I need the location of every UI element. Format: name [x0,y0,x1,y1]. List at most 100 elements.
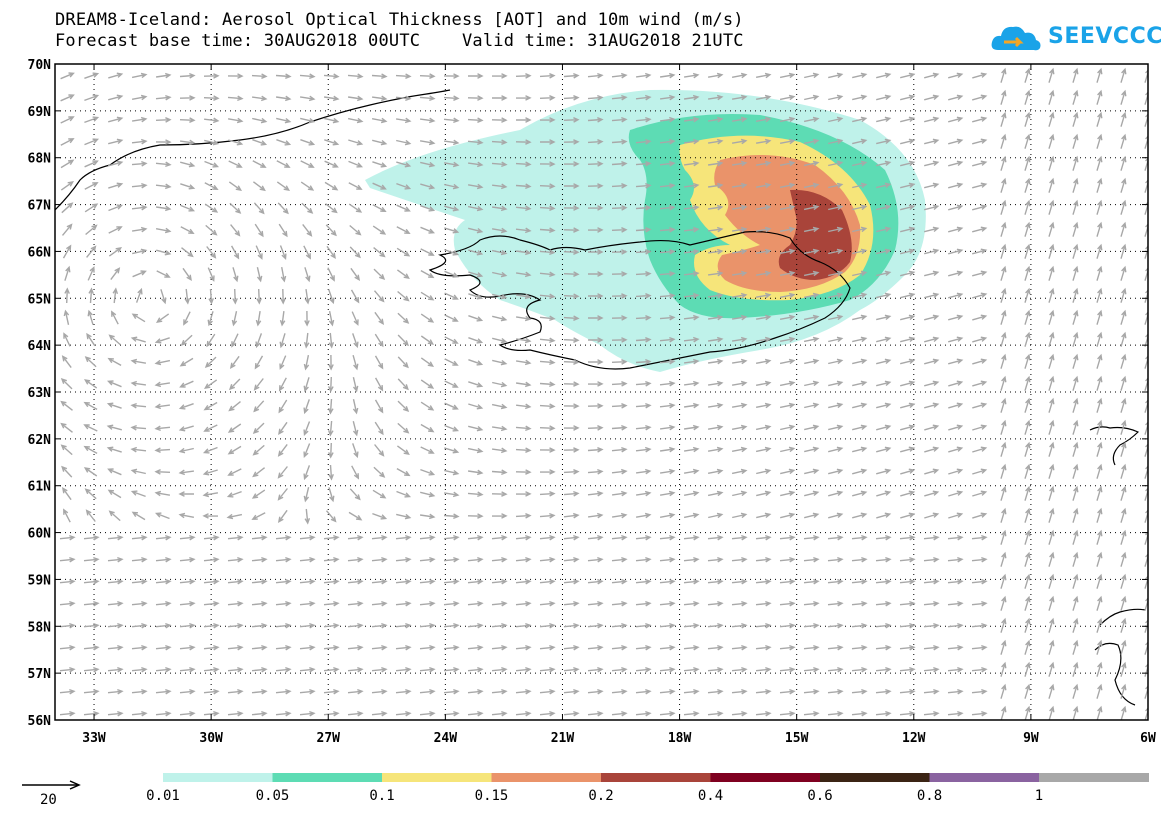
wind-arrow [611,578,628,585]
wind-arrow [515,205,532,212]
wind-arrow [1120,639,1127,655]
wind-arrow [444,270,459,278]
wind-arrow [1120,177,1127,193]
wind-arrow [611,72,628,79]
wind-arrow [347,117,364,124]
wind-arrow [1144,179,1148,193]
wind-arrow [852,116,868,123]
wind-arrow [443,161,460,168]
wind-arrow [84,94,100,102]
wind-arrow [300,181,315,191]
wind-arrow [395,534,412,541]
wind-arrow [611,271,628,277]
wind-arrow [659,490,676,497]
wind-arrow [251,556,268,563]
wind-arrow [731,578,748,585]
greenland-coastline [55,89,451,211]
wind-arrow [232,288,238,305]
wind-arrow [635,512,652,519]
wind-arrow [779,710,796,717]
wind-arrow [323,534,340,541]
wind-arrow [1144,597,1148,611]
wind-arrow [1096,111,1103,127]
wind-arrow [255,245,263,260]
wind-arrow [251,644,268,651]
wind-arrow [539,447,556,453]
wind-arrow [84,182,99,190]
wind-arrow [900,358,916,365]
wind-arrow [299,556,316,563]
wind-arrow [947,710,964,717]
wind-arrow [683,94,700,101]
wind-arrow [804,72,820,79]
wind-arrow [803,204,820,211]
wind-arrow [803,226,820,233]
wind-arrow [107,600,124,607]
wind-arrow [779,534,796,541]
wind-arrow [131,182,148,189]
wind-arrow [852,248,868,255]
wind-arrow [299,600,316,607]
wind-arrow [827,578,844,585]
wind-arrow [1096,221,1103,237]
wind-arrow [328,487,335,503]
wind-arrow [611,644,628,651]
wind-arrow [1120,529,1127,545]
wind-arrow [155,534,172,541]
wind-arrow [1000,89,1007,105]
wind-arrow [539,293,556,300]
wind-arrow [467,622,484,629]
wind-arrow [491,227,508,234]
wind-arrow [278,421,288,436]
wind-arrow [179,357,194,367]
wind-arrow [588,337,604,343]
wind-arrow [179,534,196,541]
wind-arrow [516,403,532,410]
wind-arrow [1072,265,1079,281]
wind-arrow [279,333,286,349]
wind-arrow [323,556,340,563]
lon-tick-label: 21W [551,731,575,746]
wind-arrow [923,578,940,585]
wind-arrow [227,73,244,79]
wind-arrow [828,358,844,365]
wind-arrow [659,710,676,717]
wind-arrow [1096,353,1103,369]
wind-arrow [83,600,100,607]
wind-arrow [611,138,628,145]
wind-arrow [707,710,724,717]
wind-arrow [515,666,532,673]
wind-arrow [300,139,316,146]
wind-arrow [611,249,628,255]
wind-arrow [948,248,964,255]
wind-arrow [255,310,262,327]
wind-arrow [1048,529,1055,545]
wind-arrow [755,138,772,145]
wind-arrow [852,512,868,519]
wind-arrow [395,73,412,79]
wind-arrow [731,94,748,101]
wind-arrow [684,358,700,365]
wind-arrow [1144,575,1148,589]
wind-arrow [731,644,748,651]
wind-arrow [324,160,339,168]
wind-arrow [1096,463,1103,479]
wind-arrow [155,117,172,123]
wind-arrow [683,688,700,695]
wind-arrow [539,73,556,79]
wind-arrow [803,160,820,167]
wind-arrow [323,688,340,695]
wind-arrow [779,248,796,255]
wind-arrow [563,447,580,453]
wind-arrow [1096,243,1103,259]
wind-arrow [347,73,364,80]
wind-arrow [1024,221,1031,237]
wind-arrow [1120,133,1127,149]
wind-arrow [851,534,868,541]
wind-arrow [515,710,532,717]
wind-arrow [275,534,292,541]
wind-arrow [131,556,148,563]
wind-arrow [252,181,266,192]
wind-arrow [231,333,239,348]
wind-arrow [972,292,988,299]
